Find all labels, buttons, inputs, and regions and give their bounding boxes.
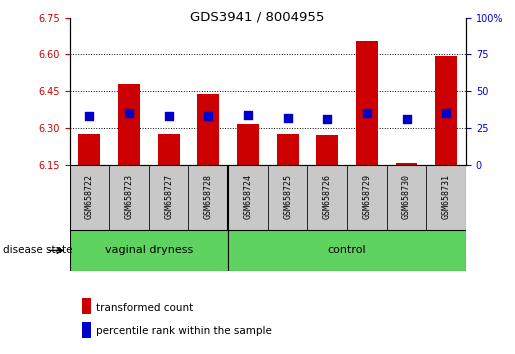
Text: GSM658726: GSM658726 (323, 173, 332, 218)
Bar (316, 135, 338, 165)
Bar (277, 134, 299, 165)
Point (442, 110, 450, 116)
Point (323, 116, 332, 122)
Bar (228, 230, 466, 271)
Bar (82, 321, 92, 338)
Bar (197, 93, 219, 165)
Bar (228, 165, 268, 230)
Point (85, 113, 94, 119)
Point (244, 112, 252, 118)
Text: GSM658730: GSM658730 (402, 173, 411, 218)
Bar (149, 165, 188, 230)
Point (403, 116, 411, 122)
Text: disease state: disease state (3, 245, 72, 256)
Text: vaginal dryness: vaginal dryness (105, 245, 193, 256)
Bar (356, 41, 378, 165)
Bar (237, 124, 259, 165)
Text: transformed count: transformed count (96, 303, 193, 313)
Text: GSM658725: GSM658725 (283, 173, 292, 218)
Bar (158, 134, 180, 165)
Bar (387, 165, 426, 230)
Text: GSM658724: GSM658724 (244, 173, 252, 218)
Point (125, 110, 133, 116)
Bar (70, 165, 109, 230)
Text: GSM658731: GSM658731 (442, 173, 451, 218)
Bar (188, 165, 228, 230)
Text: percentile rank within the sample: percentile rank within the sample (96, 326, 272, 336)
Bar (307, 165, 347, 230)
Text: GSM658728: GSM658728 (204, 173, 213, 218)
Bar (435, 56, 457, 165)
Text: GSM658723: GSM658723 (125, 173, 133, 218)
Bar (78, 134, 100, 165)
Bar (396, 164, 418, 165)
Bar (426, 165, 466, 230)
Text: GDS3941 / 8004955: GDS3941 / 8004955 (191, 11, 324, 24)
Bar (268, 165, 307, 230)
Text: GSM658729: GSM658729 (363, 173, 371, 218)
Bar (347, 165, 387, 230)
Bar (118, 84, 140, 165)
Text: GSM658727: GSM658727 (164, 173, 173, 218)
Point (204, 113, 212, 119)
Point (363, 110, 371, 116)
Text: control: control (328, 245, 367, 256)
Bar (70, 230, 228, 271)
Bar (109, 165, 149, 230)
Point (165, 113, 173, 119)
Bar (82, 298, 92, 314)
Point (283, 115, 291, 120)
Text: GSM658722: GSM658722 (85, 173, 94, 218)
